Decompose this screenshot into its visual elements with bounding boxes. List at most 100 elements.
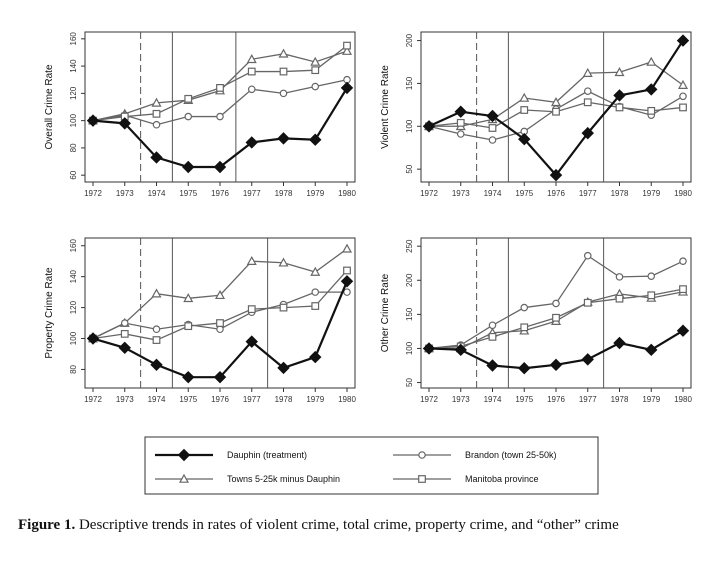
x-tick-label: 1979 [642,189,660,198]
point-towns-1980 [341,243,353,253]
x-tick-label: 1972 [84,189,102,198]
point-manitoba-1976 [552,313,560,322]
point-dauphin-1976 [549,358,563,372]
point-dauphin-1979 [309,350,322,364]
point-dauphin-1973 [454,343,467,357]
point-dauphin-1972 [86,114,100,127]
y-tick-label: 60 [69,170,78,179]
y-tick-label: 200 [405,273,414,287]
point-dauphin-1978 [613,89,626,102]
point-dauphin-1975 [182,160,195,174]
x-tick-label: 1976 [547,395,565,404]
point-towns-1977 [582,67,593,77]
y-tick-label: 120 [69,86,78,100]
point-towns-1977 [246,54,257,64]
point-manitoba-1973 [120,329,129,338]
y-tick-label: 160 [69,32,78,46]
point-manitoba-1980 [343,266,351,275]
legend-marker-manitoba [418,475,426,483]
legend-marker-brandon [418,451,426,459]
x-tick-label: 1979 [306,189,324,198]
point-dauphin-1978 [277,361,290,375]
caption-label: Figure 1. [18,517,76,533]
point-dauphin-1974 [150,151,163,164]
point-brandon-1975 [184,112,193,121]
series-line-towns [429,61,684,127]
x-tick-label: 1974 [148,395,166,404]
x-tick-label: 1980 [338,395,356,404]
point-brandon-1973 [120,319,129,327]
x-tick-label: 1973 [452,395,470,404]
point-manitoba-1974 [152,109,161,118]
x-tick-label: 1977 [243,395,261,404]
point-manitoba-1974 [488,332,497,341]
x-tick-label: 1972 [420,189,438,198]
point-towns-1977 [246,255,257,265]
point-manitoba-1975 [184,94,193,103]
point-towns-1976 [214,289,226,300]
point-manitoba-1975 [520,323,529,332]
legend: Dauphin (treatment) Brandon (town 25-50k)… [144,436,599,495]
y-tick-label: 50 [405,378,414,387]
point-manitoba-1978 [279,67,288,76]
point-dauphin-1975 [518,362,531,375]
point-dauphin-1972 [422,120,436,133]
legend-label-brandon: Brandon (town 25-50k) [465,450,557,460]
x-tick-label: 1980 [674,395,692,404]
x-tick-label: 1975 [179,189,197,198]
x-tick-label: 1979 [306,395,324,404]
point-dauphin-1974 [150,358,163,372]
y-tick-label: 200 [405,33,414,47]
x-tick-label: 1972 [84,395,102,404]
point-towns-1980 [341,45,353,55]
y-tick-label: 160 [69,239,78,253]
point-manitoba-1975 [520,106,529,114]
point-dauphin-1973 [118,341,131,355]
point-manitoba-1980 [679,103,687,112]
point-manitoba-1977 [247,67,256,76]
y-tick-label: 120 [69,300,78,314]
y-axis-title: Violent Crime Rate [380,65,391,149]
series-line-manitoba [92,45,348,122]
point-dauphin-1972 [86,332,100,345]
point-manitoba-1977 [583,98,592,107]
point-brandon-1977 [247,85,256,94]
y-tick-label: 140 [69,269,78,283]
y-tick-label: 100 [405,341,414,355]
panel-4: 1972 1973 1974 1975 1976 1977 1978 1979 1980 50 10… [380,237,692,404]
x-tick-label: 1975 [179,395,197,404]
x-tick-label: 1975 [515,395,533,404]
y-tick-label: 50 [405,164,414,173]
point-towns-1975 [183,293,194,303]
point-manitoba-1975 [184,322,193,331]
point-manitoba-1980 [343,41,351,50]
point-manitoba-1979 [311,66,320,75]
x-tick-label: 1972 [420,395,438,404]
legend-label-dauphin: Dauphin (treatment) [227,450,307,460]
legend-marker-dauphin [177,448,191,462]
point-brandon-1973 [456,130,465,138]
y-tick-label: 150 [405,76,414,90]
point-dauphin-1978 [613,336,626,350]
panel-3: 1972 1973 1974 1975 1976 1977 1978 1979 1980 80 10… [44,237,356,404]
point-towns-1980 [677,79,689,89]
y-axis-title: Property Crime Rate [44,267,55,359]
point-dauphin-1980 [676,324,690,337]
x-tick-label: 1980 [674,189,692,198]
x-tick-label: 1974 [484,189,502,198]
point-brandon-1974 [152,325,161,334]
legend-box [144,436,599,495]
y-tick-label: 150 [405,307,414,321]
point-towns-1974 [151,288,162,298]
plot-frame [84,31,356,183]
x-tick-label: 1978 [611,395,629,404]
point-brandon-1974 [152,120,161,129]
legend-label-manitoba: Manitoba province [465,474,539,484]
x-tick-label: 1973 [116,189,134,198]
x-tick-label: 1978 [611,189,629,198]
point-towns-1978 [278,48,289,58]
point-towns-1975 [519,92,530,102]
point-towns-1979 [310,266,321,276]
point-dauphin-1976 [213,370,227,384]
point-brandon-1980 [679,92,687,101]
